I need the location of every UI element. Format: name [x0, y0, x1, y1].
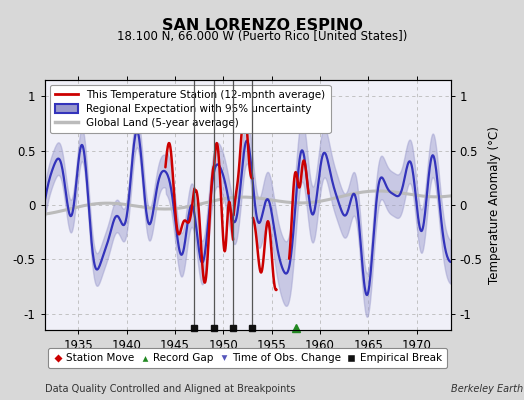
Text: 18.100 N, 66.000 W (Puerto Rico [United States]): 18.100 N, 66.000 W (Puerto Rico [United …	[117, 30, 407, 43]
Y-axis label: Temperature Anomaly (°C): Temperature Anomaly (°C)	[488, 126, 501, 284]
Text: Data Quality Controlled and Aligned at Breakpoints: Data Quality Controlled and Aligned at B…	[45, 384, 295, 394]
Text: Berkeley Earth: Berkeley Earth	[451, 384, 523, 394]
Legend: Station Move, Record Gap, Time of Obs. Change, Empirical Break: Station Move, Record Gap, Time of Obs. C…	[48, 348, 447, 368]
Text: SAN LORENZO ESPINO: SAN LORENZO ESPINO	[161, 18, 363, 33]
Legend: This Temperature Station (12-month average), Regional Expectation with 95% uncer: This Temperature Station (12-month avera…	[50, 85, 331, 133]
